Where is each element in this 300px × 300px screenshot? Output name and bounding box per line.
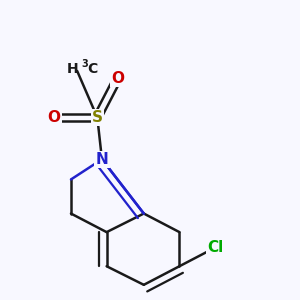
Text: H: H [67, 62, 79, 76]
Text: S: S [92, 110, 103, 125]
Text: O: O [47, 110, 60, 125]
Text: Cl: Cl [207, 240, 223, 255]
Text: 3: 3 [82, 59, 88, 69]
Text: N: N [96, 152, 108, 167]
Text: O: O [111, 71, 124, 86]
Text: C: C [87, 62, 97, 76]
